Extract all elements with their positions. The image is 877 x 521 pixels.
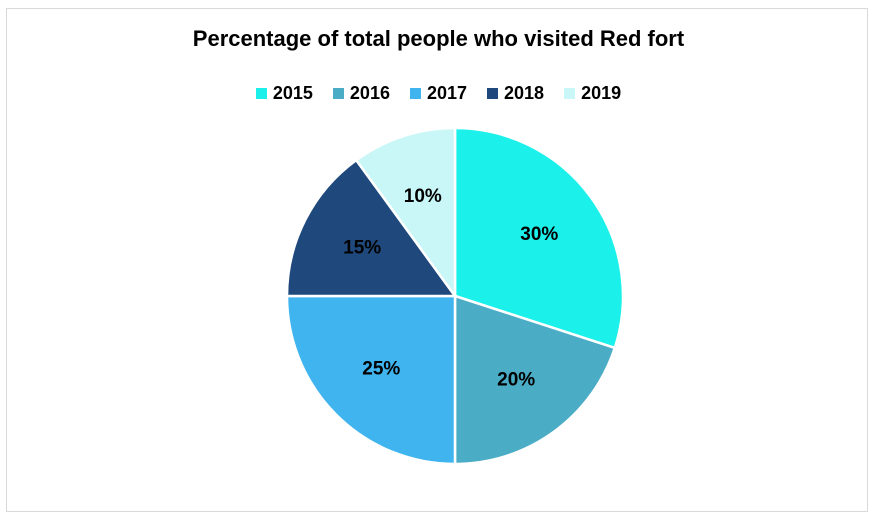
legend-swatch: [332, 88, 344, 99]
pie-slice-2016: [453, 294, 617, 466]
legend-label: 2015: [272, 83, 313, 103]
pie-slice-2017: [285, 294, 457, 466]
data-label-2018: 15%: [343, 238, 381, 259]
legend-label: 2016: [349, 83, 390, 103]
legend-item-2018: 2018: [487, 83, 544, 104]
legend-label: 2019: [581, 83, 622, 103]
legend-swatch: [487, 88, 499, 99]
chart-title: Percentage of total people who visited R…: [192, 26, 685, 51]
legend-item-2016: 2016: [332, 83, 390, 104]
legend-swatch: [409, 88, 421, 99]
legend-label: 2018: [504, 83, 545, 103]
pie-data-labels: 30% 20% 25% 15% 10%: [343, 186, 558, 390]
data-label-2016: 20%: [497, 369, 535, 390]
data-label-2017: 25%: [362, 359, 400, 380]
legend-swatch: [255, 88, 267, 99]
legend: 2015 2016 2017 2018 2019: [0, 83, 877, 104]
legend-swatch: [564, 88, 576, 99]
data-label-2019: 10%: [404, 186, 442, 207]
data-label-2015: 30%: [520, 224, 558, 245]
pie-slice-2018: [285, 158, 458, 298]
legend-label: 2017: [426, 83, 468, 103]
pie-slices: [285, 126, 625, 466]
legend-item-2019: 2019: [564, 83, 621, 104]
legend-item-2017: 2017: [409, 83, 468, 104]
legend-item-2015: 2015: [255, 83, 313, 104]
pie-slice-2015: [453, 126, 625, 350]
pie-slice-2019: [354, 126, 457, 300]
